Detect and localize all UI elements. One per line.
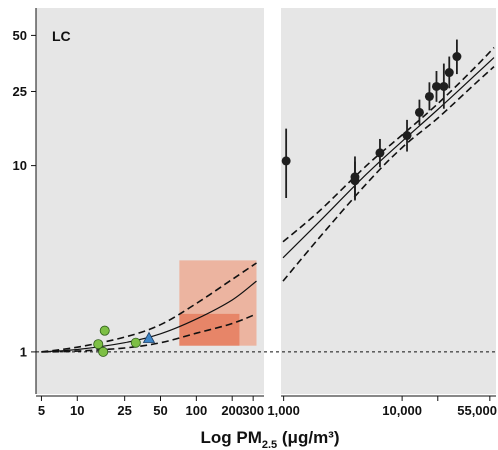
y-tick-label-25: 25 (13, 84, 27, 99)
left-x-tick-label-10: 10 (70, 403, 84, 418)
right-fit-upper (282, 47, 495, 243)
right-point-1 (281, 156, 291, 166)
panel-label: LC (52, 28, 71, 44)
left-point-1 (93, 339, 104, 350)
y-tick-label-1: 1 (20, 344, 27, 359)
x-axis-title: Log PM2.5 (μg/m³) (200, 428, 339, 450)
y-tick-label-10: 10 (13, 158, 27, 173)
right-point-5 (402, 131, 412, 141)
left-point-4 (130, 337, 141, 348)
left-x-tick-label-25: 25 (117, 403, 131, 418)
fit-curves (41, 47, 495, 353)
right-fit-lower (282, 66, 495, 282)
right-point-3 (350, 176, 360, 186)
data-points (93, 39, 462, 357)
left-fit-lower (41, 313, 257, 353)
x-axis-title-main: Log PM (200, 428, 261, 447)
y-tick-label-50: 50 (13, 28, 27, 43)
left-fit-upper (41, 262, 257, 353)
left-x-tick-label-200: 200 (221, 403, 243, 418)
left-x-tick-label-100: 100 (185, 403, 207, 418)
right-point-10 (444, 68, 454, 78)
right-point-8 (431, 81, 441, 91)
right-point-11 (452, 52, 462, 62)
right-point-6 (414, 107, 424, 117)
left-point-3 (99, 325, 110, 336)
panel-right-background (281, 8, 496, 394)
right-x-tick-label-10000: 10,000 (382, 403, 422, 418)
left-x-tick-label-300: 300 (242, 403, 264, 418)
left-fit-center (41, 280, 257, 353)
axes: 1 10 25 50 5 10 25 50 100 200 300 1,000 10,000 55,000 (13, 8, 497, 418)
left-x-tick-label-50: 50 (153, 403, 167, 418)
x-axis-title-subscript: 2.5 (262, 439, 277, 450)
right-x-tick-label-1000: 1,000 (267, 403, 300, 418)
shaded-regions (179, 260, 257, 346)
right-point-4 (375, 148, 385, 158)
right-fit-center (282, 57, 495, 259)
right-point-9 (439, 81, 449, 91)
left-point-triangle-5 (142, 331, 156, 343)
left-point-2 (98, 346, 109, 357)
right-x-tick-label-55000: 55,000 (457, 403, 497, 418)
right-point-7 (424, 91, 434, 101)
left-x-tick-label-5: 5 (38, 403, 45, 418)
x-axis-title-unit: (μg/m³) (277, 428, 339, 447)
